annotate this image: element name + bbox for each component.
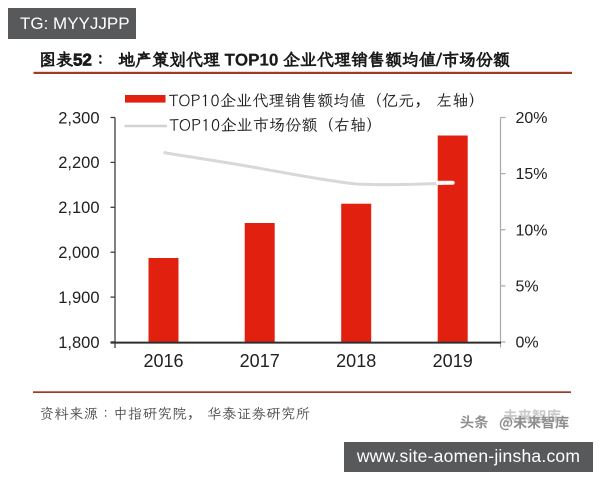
svg-text:2,000: 2,000 (58, 244, 99, 262)
svg-text:2018: 2018 (336, 351, 376, 371)
svg-text:1,800: 1,800 (58, 334, 99, 352)
svg-text:10%: 10% (516, 222, 548, 239)
svg-text:2019: 2019 (433, 351, 473, 371)
svg-text:1,900: 1,900 (58, 289, 99, 307)
svg-text:20%: 20% (516, 110, 548, 127)
svg-text:2,300: 2,300 (58, 109, 99, 127)
svg-text:0%: 0% (516, 335, 539, 352)
svg-text:2,100: 2,100 (58, 199, 99, 217)
svg-text:2,200: 2,200 (58, 154, 99, 172)
svg-text:5%: 5% (516, 278, 539, 295)
svg-text:15%: 15% (516, 166, 548, 183)
svg-text:2017: 2017 (240, 351, 280, 371)
svg-text:2016: 2016 (143, 351, 183, 371)
